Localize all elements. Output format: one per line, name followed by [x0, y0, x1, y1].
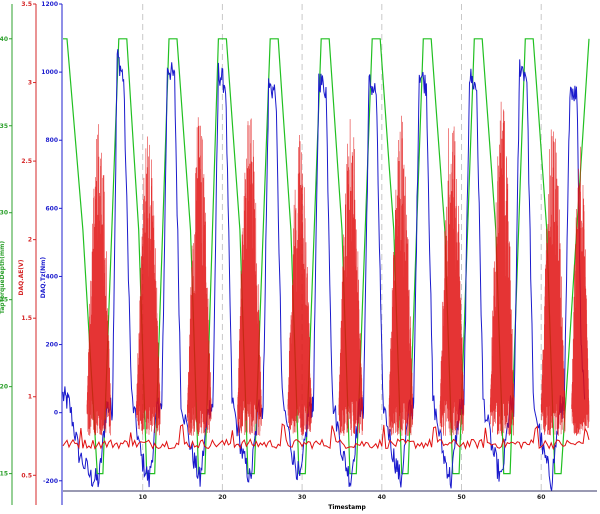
x-tick-label: 20 — [218, 494, 226, 501]
green-y-tick-label: 40 — [0, 36, 8, 43]
series-layer — [62, 38, 590, 491]
green-y-tick-label: 30 — [0, 210, 8, 217]
green-y-tick-label: 25 — [0, 297, 8, 304]
red-y-tick-label: 3 — [28, 80, 32, 87]
x-tick-label: 50 — [457, 494, 465, 501]
red-series-baseline — [62, 423, 590, 450]
red-y-tick-label: 3.5 — [21, 1, 32, 8]
blue-y-tick-label: -200 — [43, 478, 58, 485]
x-tick-label: 40 — [378, 494, 386, 501]
red-y-axis-title: DAQ.AE(V) — [18, 259, 25, 295]
red-series-burst — [571, 146, 590, 436]
red-series-burst — [439, 126, 465, 437]
red-series-burst — [540, 129, 566, 436]
red-series-burst — [136, 136, 161, 436]
red-y-tick-label: 2.5 — [21, 158, 32, 165]
axes-layer: 10 20 30 40 50 60152025303540TapTorqueDepth(m… — [0, 1, 597, 505]
red-series-burst — [338, 119, 363, 436]
blue-y-axis-title: DAQ.Tz(Nm) — [40, 257, 47, 299]
green-y-tick-label: 20 — [0, 384, 8, 391]
green-y-axis-title: TapTorqueDepth(mm) — [0, 241, 6, 314]
x-axis-title: Timestamp — [328, 504, 366, 511]
red-series-burst — [187, 117, 212, 437]
red-y-tick-label: 1.5 — [21, 315, 32, 322]
red-series-burst — [86, 124, 112, 436]
blue-y-tick-label: 1200 — [41, 1, 58, 8]
red-series-burst — [388, 115, 414, 436]
green-y-tick-label: 15 — [0, 471, 8, 478]
red-y-tick-label: 2 — [28, 237, 32, 244]
green-y-tick-label: 35 — [0, 123, 8, 130]
red-series-burst — [489, 101, 515, 436]
red-series-burst — [237, 118, 262, 436]
blue-y-tick-label: 800 — [45, 137, 58, 144]
red-y-tick-label: 1 — [28, 394, 32, 401]
blue-y-tick-label: 1000 — [41, 69, 58, 76]
red-y-tick-label: 0.5 — [21, 472, 32, 479]
blue-y-tick-label: 600 — [45, 205, 58, 212]
blue-y-tick-label: 400 — [45, 273, 58, 280]
x-tick-label: 30 — [298, 494, 306, 501]
x-tick-label: 60 — [537, 494, 545, 501]
blue-y-tick-label: 200 — [45, 342, 58, 349]
x-tick-label: 10 — [139, 494, 147, 501]
blue-y-tick-label: 0 — [54, 410, 58, 417]
red-series-burst — [287, 134, 312, 436]
